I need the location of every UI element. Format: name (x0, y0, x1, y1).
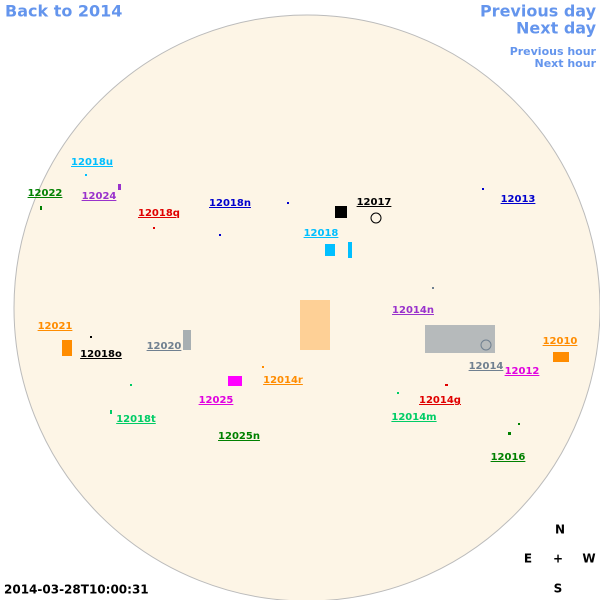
next-hour-link[interactable]: Next hour (535, 57, 597, 70)
region-label[interactable]: 12014r (263, 375, 303, 386)
previous-day-link[interactable]: Previous day (480, 2, 597, 21)
region-label[interactable]: 12018n (209, 198, 251, 209)
region-label[interactable]: 12022 (28, 188, 63, 199)
region-label[interactable]: 12018o (80, 349, 122, 360)
solar-disk (13, 14, 600, 600)
timestamp: 2014-03-28T10:00:31 (4, 583, 149, 597)
region-label[interactable]: 12016 (491, 452, 526, 463)
region-label[interactable]: 12025n (218, 431, 260, 442)
region-label[interactable]: 12017 (357, 197, 392, 208)
region-label[interactable]: 12018u (71, 157, 113, 168)
compass-south: S (554, 582, 563, 596)
region-label[interactable]: 12025 (199, 395, 234, 406)
region-label[interactable]: 12014n (392, 305, 434, 316)
region-label[interactable]: 12018q (138, 208, 180, 219)
region-label[interactable]: 12010 (543, 336, 578, 347)
region-label[interactable]: 12014 (469, 361, 504, 372)
compass-center: + (553, 552, 563, 566)
back-link[interactable]: Back to 2014 (5, 2, 122, 21)
compass-north: N (555, 523, 565, 537)
region-label[interactable]: 12013 (501, 194, 536, 205)
region-label[interactable]: 12018 (304, 228, 339, 239)
compass-east: E (524, 552, 532, 566)
region-label[interactable]: 12014g (419, 395, 461, 406)
region-label[interactable]: 12020 (147, 341, 182, 352)
spots (40, 174, 569, 435)
region-label[interactable]: 12021 (38, 321, 73, 332)
region-label[interactable]: 12012 (505, 366, 540, 377)
compass-west: W (582, 552, 595, 566)
previous-hour-link[interactable]: Previous hour (510, 45, 597, 58)
next-day-link[interactable]: Next day (516, 19, 597, 38)
region-label[interactable]: 12014m (391, 412, 436, 423)
region-label[interactable]: 12024 (82, 191, 117, 202)
region-label[interactable]: 12018t (116, 414, 156, 425)
